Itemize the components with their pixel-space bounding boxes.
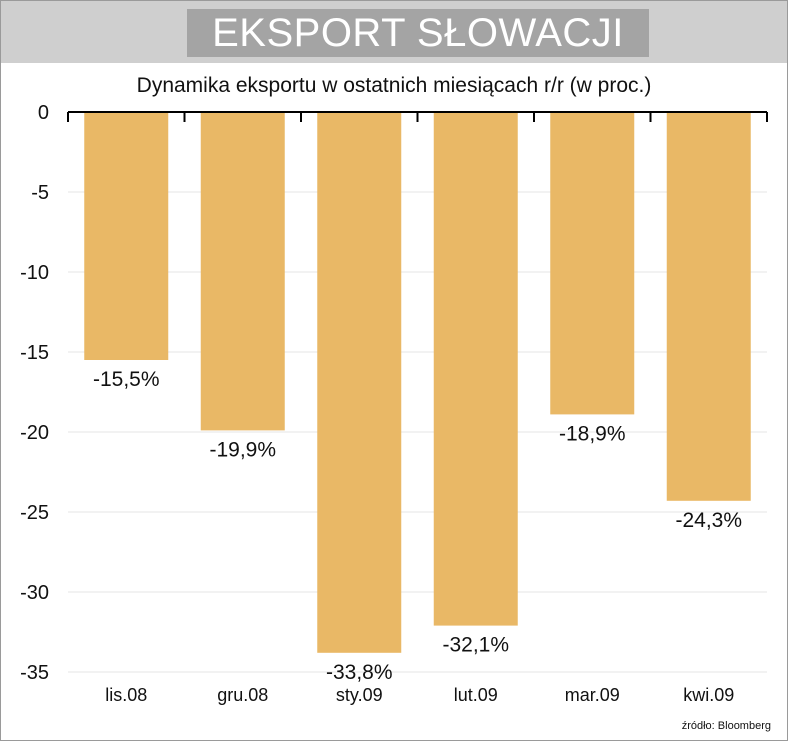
y-tick-label: -15 <box>20 342 49 364</box>
y-tick-label: -25 <box>20 502 49 524</box>
bar <box>550 112 635 415</box>
bar <box>317 112 402 653</box>
chart-title: EKSPORT SŁOWACJI <box>212 10 624 55</box>
y-tick-label: -30 <box>20 582 49 604</box>
y-tick-label: -5 <box>31 182 49 204</box>
y-tick-label: -20 <box>20 422 49 444</box>
title-bar: EKSPORT SŁOWACJI <box>1 1 787 63</box>
chart-subtitle: Dynamika eksportu w ostatnich miesiącach… <box>136 74 652 97</box>
data-label: -33,8% <box>326 661 393 684</box>
bar <box>666 112 751 501</box>
x-tick-label: gru.08 <box>217 685 268 705</box>
y-tick-label: -10 <box>20 262 49 284</box>
x-tick-label: kwi.09 <box>683 685 734 705</box>
source-note: źródło: Bloomberg <box>681 720 771 732</box>
bar <box>433 112 518 626</box>
data-label: -32,1% <box>442 634 509 657</box>
y-tick-label: 0 <box>38 102 49 124</box>
x-tick-label: lut.09 <box>454 685 498 705</box>
data-label: -15,5% <box>93 368 160 391</box>
y-tick-label: -35 <box>20 662 49 684</box>
x-tick-label: sty.09 <box>336 685 383 705</box>
data-label: -19,9% <box>209 438 276 461</box>
title-box: EKSPORT SŁOWACJI <box>187 9 649 57</box>
bar <box>84 112 169 360</box>
bar <box>200 112 285 431</box>
x-tick-label: mar.09 <box>565 685 620 705</box>
x-tick-label: lis.08 <box>105 685 147 705</box>
data-label: -24,3% <box>675 509 742 532</box>
data-label: -18,9% <box>559 422 626 445</box>
